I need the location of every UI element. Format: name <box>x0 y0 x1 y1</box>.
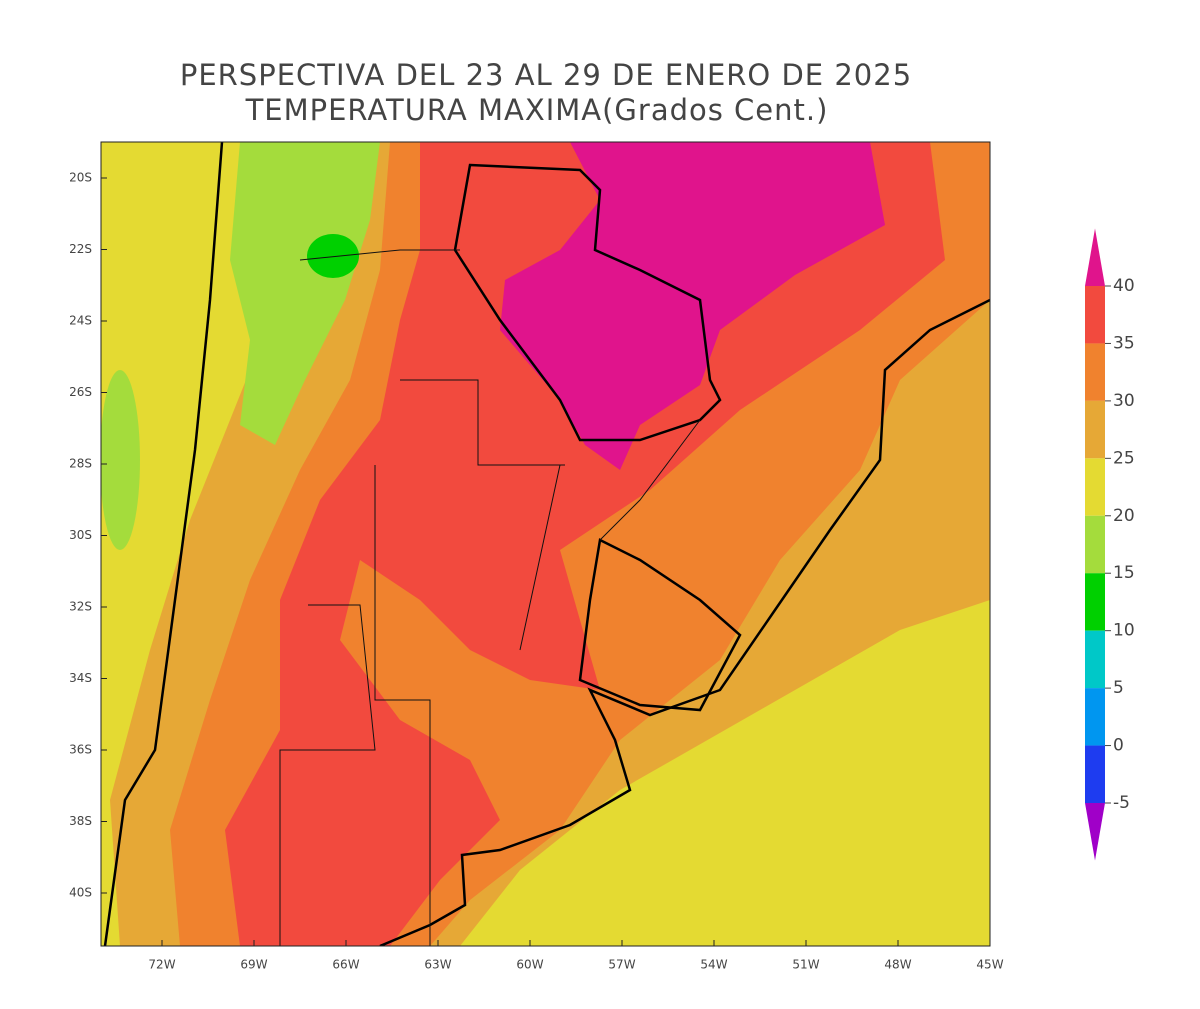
colorbar-segment <box>1085 745 1105 803</box>
colorbar-label: 25 <box>1113 448 1135 468</box>
subtitle: TEMPERATURA MAXIMA(Grados Cent.) <box>245 93 829 127</box>
lon-label: 54W <box>700 958 727 972</box>
uruguay-border <box>578 538 742 712</box>
lon-label: 66W <box>332 958 359 972</box>
colorbar-segment <box>1085 286 1105 344</box>
lon-label: 48W <box>884 958 911 972</box>
colorbar-top <box>1085 228 1105 286</box>
colorbar-label: 20 <box>1113 506 1135 526</box>
colorbar-label: 15 <box>1113 563 1135 583</box>
lon-label: 57W <box>608 958 635 972</box>
colorbar-segment <box>1085 630 1105 689</box>
colorbar-segment <box>1085 400 1105 459</box>
region-15-20-west <box>101 370 140 550</box>
colorbar-segment <box>1085 688 1105 746</box>
lat-label: 22S <box>69 242 92 256</box>
lat-label: 24S <box>69 314 92 328</box>
region-10-15 <box>307 234 359 278</box>
colorbar-bottom <box>1085 803 1105 861</box>
lon-label: 51W <box>792 958 819 972</box>
colorbar-segment <box>1085 458 1105 516</box>
region-35-40 <box>225 142 945 946</box>
lat-label: 30S <box>69 528 92 542</box>
colorbar-label: 30 <box>1113 391 1135 411</box>
colorbar-label: 35 <box>1113 333 1135 353</box>
map-frame <box>100 141 991 947</box>
coastline <box>379 298 990 946</box>
andes-border <box>103 142 224 946</box>
lat-label: 36S <box>69 743 92 757</box>
lon-label: 60W <box>516 958 543 972</box>
paraguay-border <box>453 163 722 442</box>
region-15-20 <box>230 142 380 445</box>
lat-label: 38S <box>69 814 92 828</box>
lon-label: 69W <box>240 958 267 972</box>
province-borders <box>279 249 701 946</box>
map <box>101 142 990 946</box>
lat-label: 40S <box>69 886 92 900</box>
colorbar-segment <box>1085 343 1105 401</box>
lat-label: 28S <box>69 457 92 471</box>
colorbar-label: -5 <box>1113 793 1130 813</box>
lon-label: 63W <box>424 958 451 972</box>
lat-label: 34S <box>69 671 92 685</box>
colorbar-label: 0 <box>1113 736 1124 756</box>
lon-label: 72W <box>148 958 175 972</box>
lat-label: 32S <box>69 600 92 614</box>
title: PERSPECTIVA DEL 23 AL 29 DE ENERO DE 202… <box>180 58 912 92</box>
colorbar-segment <box>1085 515 1105 574</box>
colorbar-label: 5 <box>1113 678 1124 698</box>
lat-label: 26S <box>69 385 92 399</box>
colorbar-label: 40 <box>1113 276 1135 296</box>
lat-label: 20S <box>69 171 92 185</box>
lon-label: 45W <box>976 958 1003 972</box>
colorbar-label: 10 <box>1113 621 1135 641</box>
colorbar-segment <box>1085 573 1105 631</box>
